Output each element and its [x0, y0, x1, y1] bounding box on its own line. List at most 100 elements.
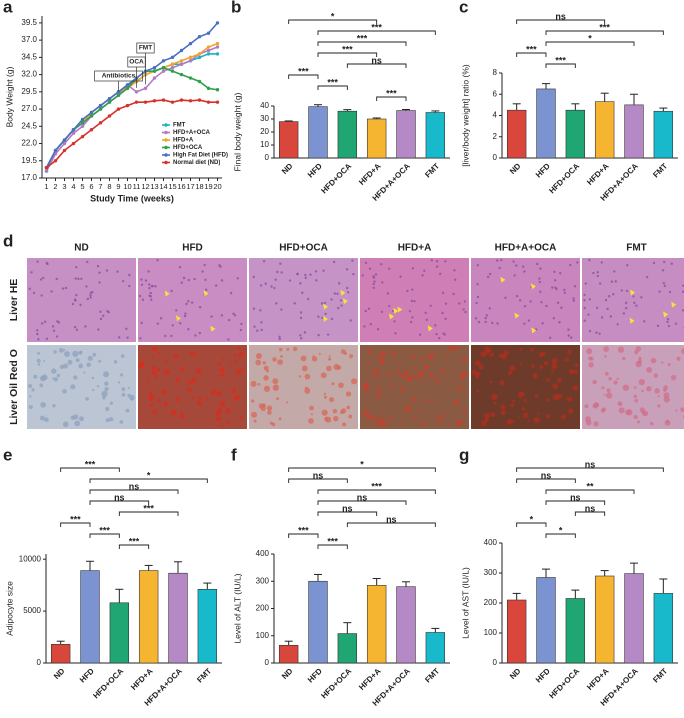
- nucleus: [164, 335, 166, 337]
- point: [189, 56, 192, 59]
- lipid-droplet: [277, 359, 283, 365]
- lipid-droplet: [260, 406, 265, 411]
- y-tick-label: 0: [37, 658, 42, 667]
- x-tick-label: 18: [195, 182, 203, 191]
- panel-letter: b: [231, 0, 241, 16]
- lipid-droplet: [205, 398, 208, 401]
- nucleus: [150, 292, 152, 294]
- nucleus: [289, 279, 291, 281]
- nucleus: [42, 277, 44, 279]
- lipid-droplet: [379, 359, 384, 364]
- lipid-droplet: [410, 375, 414, 379]
- point: [189, 59, 192, 62]
- lipid-droplet: [163, 402, 168, 407]
- lipid-droplet: [476, 371, 480, 375]
- lipid-droplet: [428, 353, 434, 359]
- nucleus: [438, 337, 440, 339]
- significance-label: ***: [99, 525, 110, 535]
- lipid-droplet: [122, 393, 126, 397]
- nucleus: [412, 267, 414, 269]
- nucleus: [346, 268, 348, 270]
- nucleus: [74, 298, 76, 300]
- nucleus: [36, 260, 38, 262]
- y-tick-label: 37.0: [21, 35, 37, 44]
- nucleus: [584, 319, 586, 321]
- nucleus: [253, 308, 255, 310]
- lipid-droplet: [79, 351, 83, 355]
- nucleus: [496, 259, 498, 261]
- x-tick-label: HFD: [306, 161, 324, 179]
- nucleus: [181, 282, 183, 284]
- lipid-droplet: [456, 419, 462, 425]
- point: [171, 69, 174, 72]
- legend-marker: [164, 161, 167, 164]
- y-tick-label: 27.0: [21, 104, 37, 113]
- bar: [51, 644, 70, 663]
- point: [216, 42, 219, 45]
- point: [117, 94, 120, 97]
- nucleus: [237, 277, 239, 279]
- lipid-droplet: [266, 370, 269, 373]
- point: [207, 32, 210, 35]
- lipid-droplet: [418, 371, 424, 377]
- panel-letter: d: [3, 231, 13, 250]
- lipid-droplet: [44, 417, 49, 422]
- lipid-droplet: [211, 393, 213, 395]
- nucleus: [444, 260, 446, 262]
- nucleus: [487, 276, 489, 278]
- lipid-droplet: [51, 368, 56, 373]
- lipid-droplet: [39, 383, 43, 387]
- y-tick-label: 100: [256, 631, 270, 640]
- lipid-droplet: [251, 399, 254, 402]
- lipid-droplet: [120, 373, 123, 376]
- nucleus: [221, 314, 223, 316]
- nucleus: [529, 300, 531, 302]
- nucleus: [280, 271, 282, 273]
- nucleus: [300, 317, 302, 319]
- nucleus: [513, 274, 515, 276]
- nucleus: [304, 274, 306, 276]
- lipid-droplet: [218, 363, 222, 367]
- lipid-droplet: [400, 387, 405, 392]
- lipid-droplet: [148, 395, 154, 401]
- x-tick-label: 15: [168, 182, 176, 191]
- y-tick-label: 5000: [23, 606, 41, 615]
- nucleus: [625, 307, 627, 309]
- lipid-droplet: [120, 420, 124, 424]
- x-tick-label: HFD+OCA: [319, 161, 353, 195]
- point: [144, 100, 147, 103]
- lipid-droplet: [646, 367, 652, 373]
- nucleus: [122, 280, 124, 282]
- lipid-droplet: [57, 374, 60, 377]
- column-label: HFD: [182, 243, 203, 254]
- lipid-droplet: [664, 396, 670, 402]
- nucleus: [184, 315, 186, 317]
- lipid-droplet: [37, 352, 40, 355]
- lipid-droplet: [301, 355, 307, 361]
- annotation: OCA: [129, 59, 144, 66]
- lipid-droplet: [376, 393, 381, 398]
- nucleus: [623, 312, 625, 314]
- lipid-droplet: [605, 372, 609, 376]
- lipid-droplet: [504, 350, 509, 355]
- lipid-droplet: [593, 402, 599, 408]
- x-tick-label: HFD+A: [585, 666, 611, 692]
- lipid-droplet: [191, 352, 196, 357]
- bar: [426, 113, 445, 159]
- lipid-droplet: [411, 398, 415, 402]
- point: [171, 56, 174, 59]
- y-tick-label: 10000: [19, 554, 42, 563]
- panel-letter: c: [459, 0, 468, 16]
- nucleus: [301, 292, 303, 294]
- lipid-droplet: [237, 346, 240, 349]
- lipid-droplet: [342, 423, 346, 427]
- lipid-droplet: [234, 360, 237, 363]
- lipid-droplet: [280, 355, 283, 358]
- lipid-droplet: [499, 354, 503, 358]
- nucleus: [496, 322, 498, 324]
- nucleus: [260, 329, 262, 331]
- x-tick-label: ND: [508, 161, 523, 176]
- x-tick-label: 17: [186, 182, 194, 191]
- nucleus: [491, 322, 493, 324]
- bar: [198, 589, 217, 663]
